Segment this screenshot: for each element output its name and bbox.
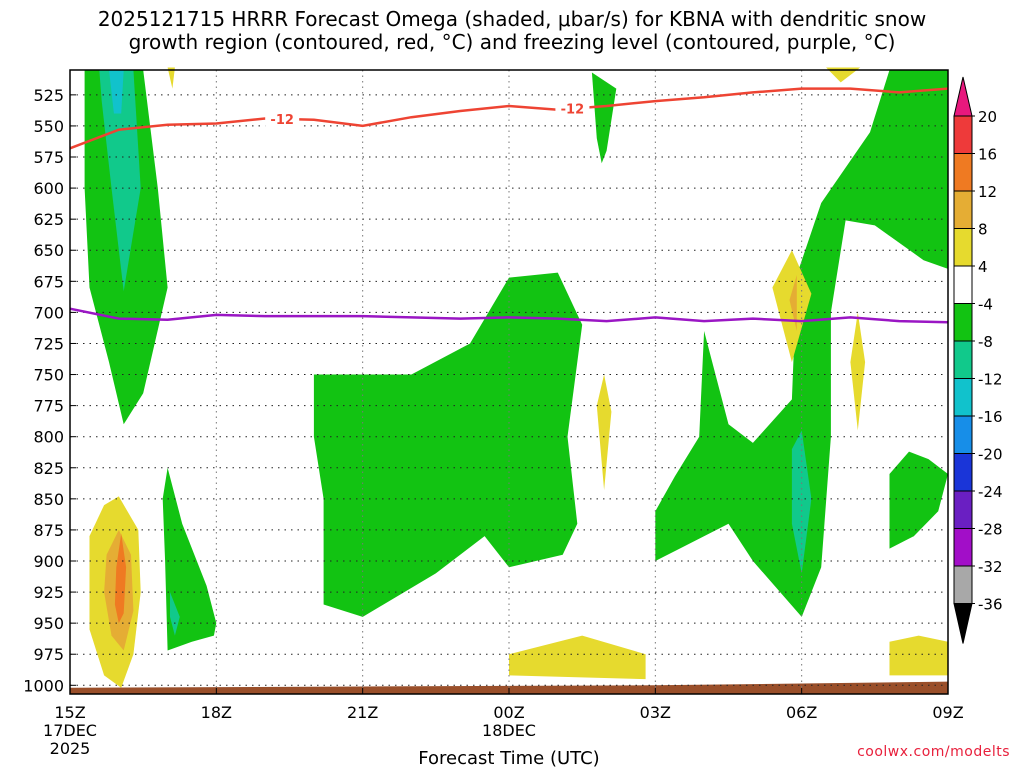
- y-tick-label-525: 525: [33, 86, 64, 105]
- y-tick-label-575: 575: [33, 148, 64, 167]
- x-tick-label-09Z: 09Z: [932, 703, 963, 722]
- colorbar-label-10: -24: [978, 483, 1003, 501]
- terrain-fill: [70, 681, 948, 694]
- dgz-contour-line-label-1: -12: [561, 103, 585, 118]
- y-axis: 525 550 575 600 625 650 675 700 725 750 775 800 825 8…: [23, 86, 76, 695]
- omega-region-14: [167, 67, 175, 89]
- x-tick-year-15Z: 2025: [50, 739, 91, 758]
- y-tick-label-800: 800: [33, 428, 64, 447]
- omega-region-15: [596, 374, 612, 491]
- colorbar-bin-8: [953, 378, 973, 417]
- colorbar-label-12: -32: [978, 558, 1003, 576]
- colorbar-label-5: -4: [978, 296, 993, 314]
- x-tick-label-03Z: 03Z: [640, 703, 671, 722]
- y-tick-label-625: 625: [33, 210, 64, 229]
- colorbar-label-3: 8: [978, 221, 988, 239]
- omega-region-11: [899, 70, 948, 102]
- colorbar-bin-11: [953, 490, 973, 529]
- omega-region-20: [509, 635, 646, 680]
- colorbar-label-9: -20: [978, 446, 1003, 464]
- colorbar-bin-12: [953, 528, 973, 567]
- omega-region-17: [789, 275, 797, 331]
- omega-region-6: [162, 467, 217, 651]
- credit-text: coolwx.com/modelts: [857, 744, 1010, 760]
- colorbar-label-0: 20: [978, 108, 997, 126]
- y-tick-label-950: 950: [33, 614, 64, 633]
- y-tick-label-650: 650: [33, 241, 64, 260]
- colorbar-bin-4: [953, 228, 973, 267]
- colorbar-label-2: 12: [978, 183, 997, 201]
- colorbar-top-arrow: [953, 76, 973, 117]
- x-tick-sublabel-15Z: 17DEC: [43, 721, 97, 740]
- colorbar-bin-3: [953, 190, 973, 229]
- y-tick-label-975: 975: [33, 645, 64, 664]
- y-tick-label-550: 550: [33, 117, 64, 136]
- colorbar-bin-13: [953, 565, 973, 604]
- y-tick-label-750: 750: [33, 366, 64, 385]
- omega-region-7: [170, 592, 180, 636]
- dgz-contour-line-label-bg-0: [265, 110, 300, 127]
- freezing-level-line: [69, 307, 949, 324]
- y-tick-label-1000: 1000: [23, 676, 64, 695]
- y-tick-label-925: 925: [33, 583, 64, 602]
- omega-region-18: [850, 312, 866, 431]
- colorbar-label-1: 16: [978, 146, 997, 164]
- contour-layer: -12 -12: [69, 87, 949, 324]
- colorbar-bin-1: [953, 115, 973, 154]
- colorbar-bottom-arrow: [953, 603, 973, 644]
- x-tick-label-15Z: 15Z: [54, 703, 85, 722]
- colorbar-label-11: -28: [978, 521, 1003, 539]
- colorbar-label-6: -8: [978, 333, 993, 351]
- omega-region-21: [889, 635, 948, 676]
- y-tick-label-900: 900: [33, 552, 64, 571]
- colorbar-label-4: 4: [978, 258, 988, 276]
- colorbar-bin-10: [953, 453, 973, 492]
- colorbar-bin-6: [953, 303, 973, 342]
- omega-region-5: [114, 533, 127, 624]
- y-tick-label-725: 725: [33, 334, 64, 353]
- colorbar-label-7: -12: [978, 371, 1003, 389]
- y-tick-label-775: 775: [33, 397, 64, 416]
- colorbar-bin-5: [953, 265, 973, 304]
- y-tick-label-875: 875: [33, 521, 64, 540]
- x-tick-label-18Z: 18Z: [201, 703, 232, 722]
- y-tick-label-600: 600: [33, 179, 64, 198]
- omega-region-10: [791, 430, 812, 574]
- chart-title-line2: growth region (contoured, red, °C) and f…: [128, 30, 896, 54]
- x-tick-label-06Z: 06Z: [786, 703, 817, 722]
- y-tick-label-825: 825: [33, 459, 64, 478]
- colorbar-bin-2: [953, 153, 973, 192]
- omega-region-9: [655, 70, 948, 617]
- y-tick-label-675: 675: [33, 272, 64, 291]
- omega-region-12: [889, 451, 948, 549]
- y-tick-label-850: 850: [33, 490, 64, 509]
- y-tick-label-700: 700: [33, 303, 64, 322]
- omega-region-1: [99, 70, 141, 292]
- colorbar-label-13: -36: [978, 596, 1003, 614]
- dgz-contour-line: [69, 87, 949, 150]
- x-tick-label-21Z: 21Z: [347, 703, 378, 722]
- omega-shading-layer: [84, 67, 948, 688]
- x-tick-label-00Z: 00Z: [493, 703, 524, 722]
- chart-title: 2025121715 HRRR Forecast Omega (shaded, …: [0, 8, 1024, 54]
- omega-region-2: [109, 70, 124, 114]
- colorbar-bin-9: [953, 415, 973, 454]
- x-axis-label: Forecast Time (UTC): [418, 748, 599, 768]
- terrain-layer: [70, 681, 948, 694]
- x-tick-sublabel-00Z: 18DEC: [482, 721, 536, 740]
- colorbar-bin-7: [953, 340, 973, 379]
- omega-region-8: [313, 272, 583, 617]
- omega-region-19: [826, 67, 861, 83]
- chart-title-line1: 2025121715 HRRR Forecast Omega (shaded, …: [97, 7, 927, 31]
- colorbar-label-8: -16: [978, 408, 1003, 426]
- dgz-contour-line-label-0: -12: [270, 113, 294, 128]
- dgz-contour-line-label-bg-1: [555, 100, 590, 117]
- colorbar: 20 16 12 8 4 -4 -8 -12 -16 -20 -24 -28 -32 -36: [953, 76, 1003, 644]
